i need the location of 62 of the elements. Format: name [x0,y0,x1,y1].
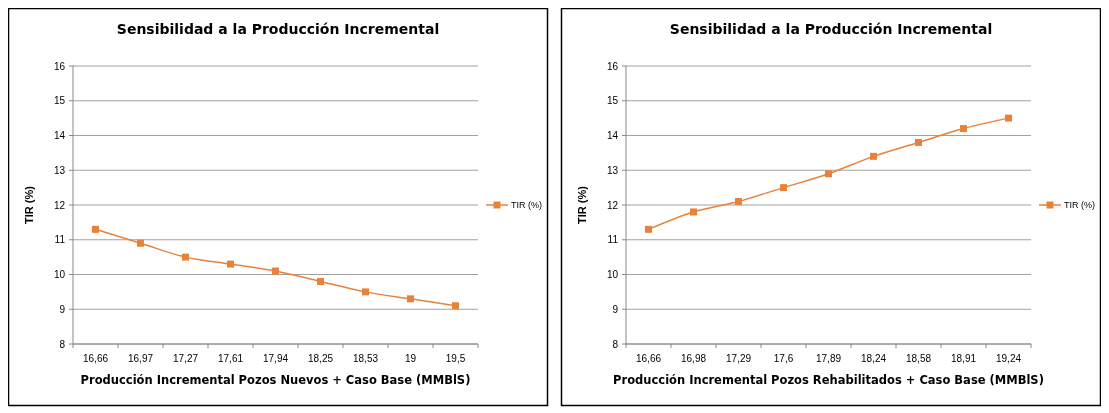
legend-label: TIR (%) [1064,200,1095,211]
y-tick-label: 10 [606,269,619,280]
y-tick-label: 14 [53,130,66,141]
point [780,184,787,192]
x-tick-label: 17,29 [725,353,752,364]
y-tick-label: 10 [53,269,66,280]
legend-label: TIR (%) [511,200,542,211]
point [825,170,832,178]
y-tick-label: 8 [612,338,619,350]
y-axis-title: TIR (%) [23,185,35,224]
x-tick-label: 18,91 [950,353,977,364]
x-tick-label: 16,98 [680,353,707,364]
x-tick-label: 16,97 [127,353,154,364]
y-tick-label: 13 [53,164,66,176]
point [92,225,99,233]
y-tick-label: 14 [606,130,619,141]
point [915,138,922,146]
y-tick-label: 8 [59,338,66,350]
y-tick-label: 16 [606,60,619,72]
x-tick-label: 17,6 [773,353,794,364]
y-tick-label: 16 [53,60,66,72]
point [645,225,652,233]
y-tick-label: 12 [606,199,619,211]
y-tick-label: 9 [59,303,66,315]
point [1005,114,1012,122]
y-axis-title: TIR (%) [576,185,588,224]
y-tick-label: 11 [607,234,619,246]
y-tick-label: 9 [612,303,619,315]
x-tick-label: 19 [404,353,417,364]
y-tick-label: 12 [53,199,66,211]
x-axis-title: Producción Incremental Pozos Rehabilitados + Caso Base (MMBlS) [613,373,1044,387]
point [690,208,697,216]
x-tick-label: 16,66 [635,353,662,364]
x-tick-label: 17,27 [172,353,199,364]
point [317,277,324,285]
point [960,125,967,133]
point [362,288,369,296]
y-tick-label: 15 [606,95,619,107]
y-tick-label: 11 [54,234,66,246]
x-axis-title: Producción Incremental Pozos Nuevos + Caso Base (MMBlS) [80,373,471,387]
x-tick-label: 19,24 [995,353,1022,364]
y-tick-label: 13 [606,164,619,176]
x-tick-label: 17,94 [262,353,289,364]
x-tick-label: 18,53 [352,353,379,364]
x-tick-label: 18,58 [905,353,932,364]
x-tick-label: 17,61 [217,353,244,364]
point [735,198,742,206]
x-tick-label: 18,24 [860,353,887,364]
point [452,302,459,310]
point [227,260,234,268]
chart-title: Sensibilidad a la Producción Incremental [116,21,440,37]
x-tick-label: 19,5 [445,353,466,364]
point [272,267,279,275]
x-tick-label: 17,89 [815,353,842,364]
point [870,152,877,160]
x-tick-label: 16,66 [82,353,109,364]
chart-title: Sensibilidad a la Producción Incremental [669,21,993,37]
y-tick-label: 15 [53,95,66,107]
point [137,239,144,247]
x-tick-label: 18,25 [307,353,334,364]
point [182,253,189,261]
point [407,295,414,303]
